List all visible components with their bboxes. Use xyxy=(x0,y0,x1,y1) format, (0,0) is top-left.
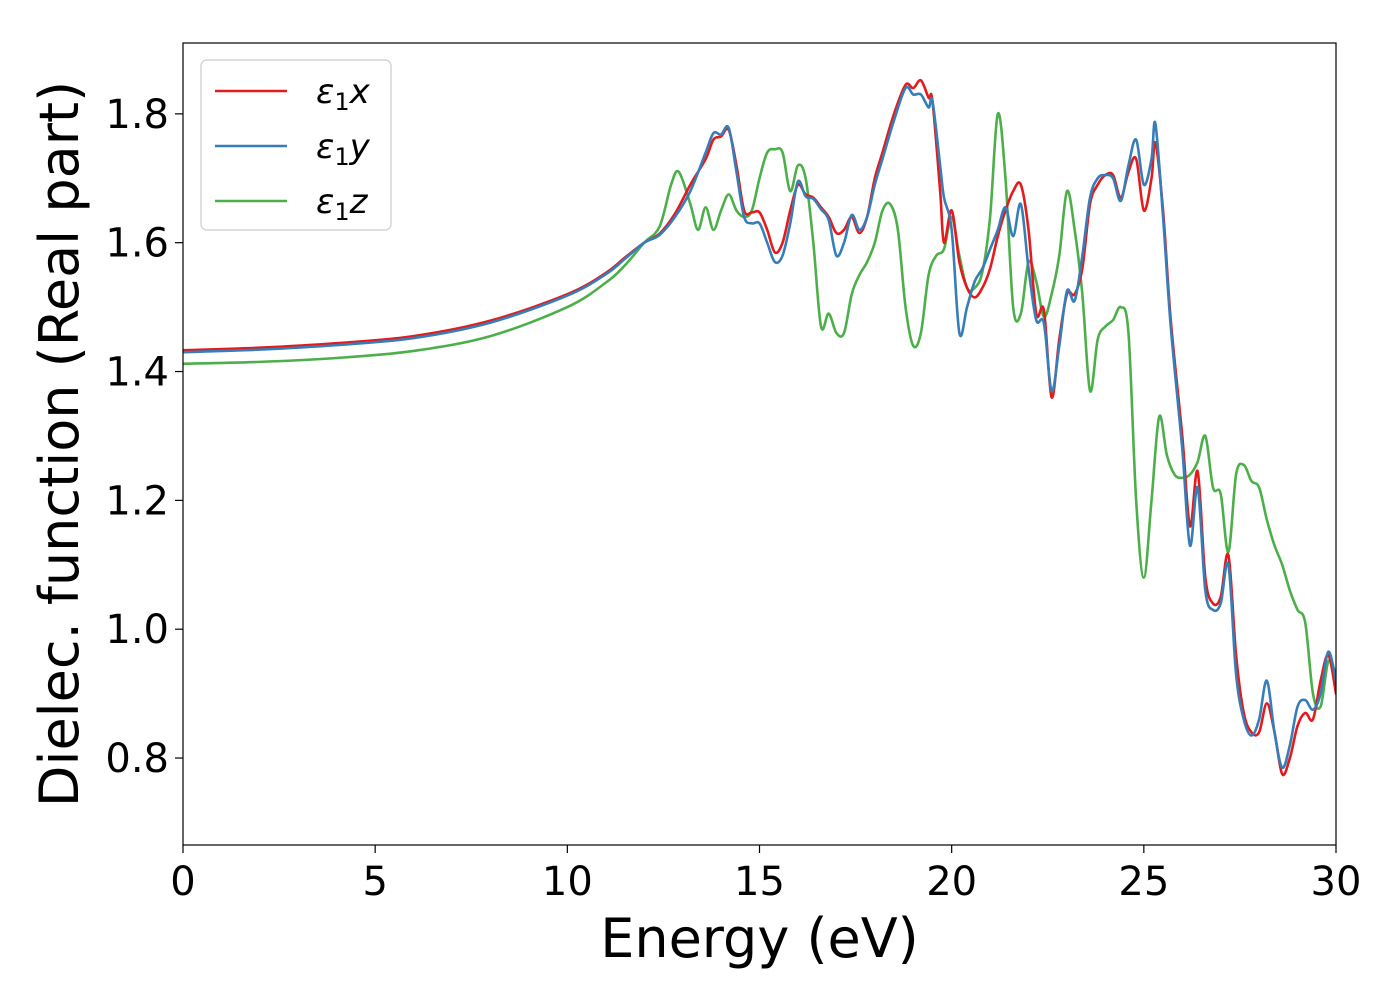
legend-label-suffix: z xyxy=(349,182,369,222)
legend-label-subscript: 1 xyxy=(334,143,349,171)
x-tick-label: 0 xyxy=(170,859,195,905)
legend-box xyxy=(200,59,392,231)
x-axis-title: Energy (eV) xyxy=(600,907,919,970)
x-tick-label: 20 xyxy=(926,859,977,905)
legend-label-subscript: 1 xyxy=(334,198,349,226)
legend-label-suffix: y xyxy=(349,127,371,167)
y-tick-label: 1.2 xyxy=(105,478,169,524)
legend-label-base: ε xyxy=(316,127,334,167)
legend-label-base: ε xyxy=(316,72,334,112)
x-tick-label: 15 xyxy=(734,859,785,905)
legend-label-z: ε1z xyxy=(316,182,369,226)
x-tick-label: 10 xyxy=(542,859,593,905)
y-tick-label: 1.6 xyxy=(105,221,169,267)
y-tick-label: 0.8 xyxy=(105,736,169,782)
y-tick-label: 1.4 xyxy=(105,350,169,396)
x-tick-label: 5 xyxy=(362,859,387,905)
x-tick-label: 25 xyxy=(1118,859,1169,905)
legend-label-suffix: x xyxy=(349,72,371,112)
y-tick-label: 1.8 xyxy=(105,92,169,138)
legend-label-base: ε xyxy=(316,182,334,222)
y-axis-ticks: 0.8 1.0 1.2 1.4 1.6 1.8 xyxy=(105,92,183,782)
legend-label-y: ε1y xyxy=(316,127,371,171)
x-tick-label: 30 xyxy=(1311,859,1362,905)
y-tick-label: 1.0 xyxy=(105,607,169,653)
legend-label-subscript: 1 xyxy=(334,88,349,116)
legend-label-x: ε1x xyxy=(316,72,371,116)
series-line-y xyxy=(183,85,1336,770)
x-axis-ticks: 0 5 10 15 20 25 30 xyxy=(170,845,1361,905)
series-layer xyxy=(183,78,1336,777)
y-axis-title: Dielec. function (Real part) xyxy=(28,81,91,807)
